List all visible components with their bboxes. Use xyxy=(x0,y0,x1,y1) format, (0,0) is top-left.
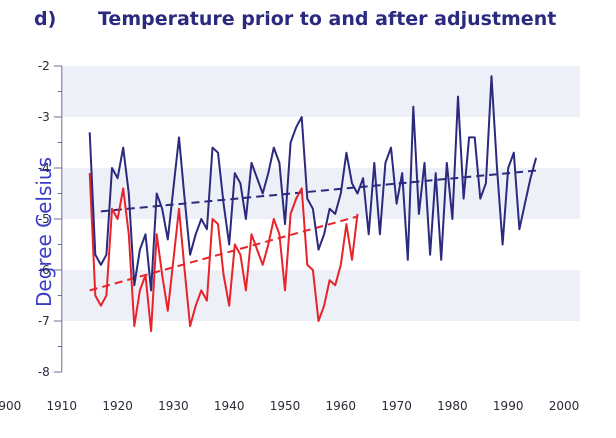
y-tick-label: -4 xyxy=(38,161,50,175)
series-line-blue xyxy=(88,75,538,292)
y-tick-label: -6 xyxy=(38,263,50,277)
x-tick-label: 1990 xyxy=(493,399,524,413)
x-tick-label: 1980 xyxy=(437,399,468,413)
x-tick-label: 1950 xyxy=(270,399,301,413)
x-tick-label: 1920 xyxy=(102,399,133,413)
background-band xyxy=(61,66,581,117)
x-tick-label: 1900 xyxy=(0,399,21,413)
trend-line xyxy=(100,169,537,213)
x-tick-label: 2000 xyxy=(549,399,580,413)
y-tick-label: -5 xyxy=(38,212,50,226)
panel-label: d) xyxy=(34,8,57,30)
x-tick-label: 1970 xyxy=(381,399,412,413)
series-line-red xyxy=(88,173,359,333)
x-tick-label: 1930 xyxy=(158,399,189,413)
y-tick-label: -8 xyxy=(38,365,50,379)
y-tick-label: -7 xyxy=(38,314,50,328)
background-band xyxy=(61,168,581,219)
x-tick-label: 1940 xyxy=(214,399,245,413)
x-tick-label: 1960 xyxy=(326,399,357,413)
y-tick-label: -2 xyxy=(38,59,50,73)
y-tick-label: -3 xyxy=(38,110,50,124)
axes xyxy=(53,65,63,373)
chart-title: Temperature prior to and after adjustmen… xyxy=(98,8,557,30)
tick-labels: -8 -7 -6 -5 -4 -3 -2 1900 1910 1920 1930 1940 1950 19… xyxy=(0,59,579,413)
x-tick-label: 1910 xyxy=(47,399,78,413)
background-bands xyxy=(61,66,581,321)
data-series xyxy=(88,75,538,333)
